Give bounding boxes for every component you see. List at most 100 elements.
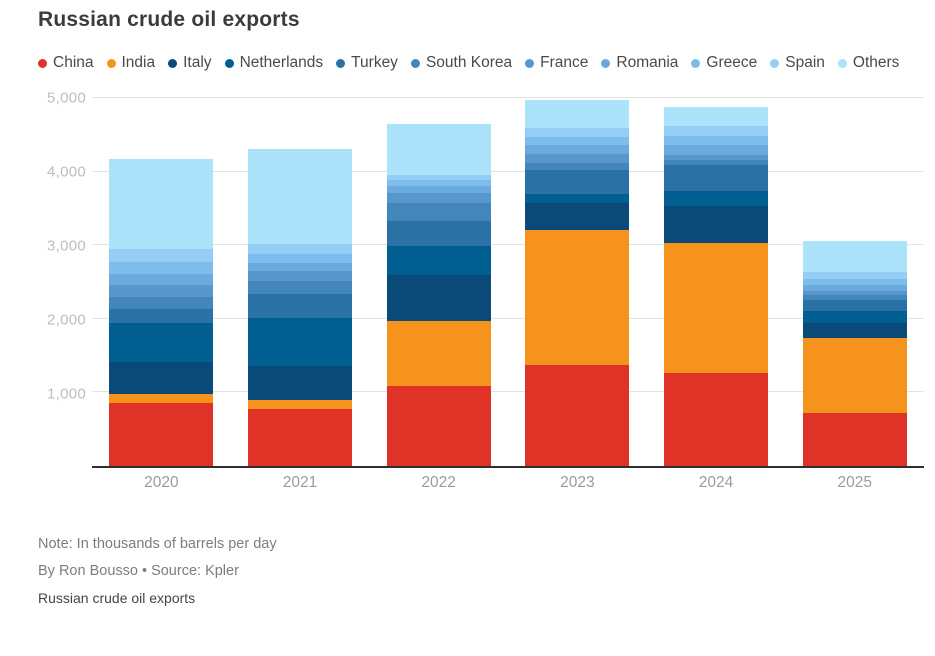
legend-item-romania[interactable]: Romania (601, 54, 678, 72)
segment-greece-2022[interactable] (386, 179, 491, 187)
segment-india-2023[interactable] (525, 229, 630, 366)
segment-romania-2025[interactable] (802, 284, 907, 291)
segment-others-2023[interactable] (525, 99, 630, 128)
segment-netherlands-2021[interactable] (248, 318, 352, 367)
segment-south-korea-2021[interactable] (248, 281, 352, 294)
segment-china-2020[interactable] (109, 403, 214, 466)
segment-france-2020[interactable] (109, 284, 214, 297)
segment-france-2021[interactable] (248, 270, 352, 282)
segment-spain-2023[interactable] (525, 127, 630, 137)
segment-spain-2025[interactable] (802, 272, 907, 280)
legend-item-south-korea[interactable]: South Korea (410, 54, 512, 72)
bar-slot-2021 (231, 98, 370, 466)
segment-india-2020[interactable] (109, 394, 214, 404)
legend-item-netherlands[interactable]: Netherlands (224, 54, 323, 72)
legend-label: Romania (616, 54, 679, 71)
segment-others-2025[interactable] (802, 241, 907, 273)
segment-netherlands-2020[interactable] (109, 323, 214, 362)
segment-romania-2023[interactable] (525, 145, 630, 154)
legend-item-india[interactable]: India (106, 54, 155, 72)
segment-greece-2023[interactable] (525, 136, 630, 146)
segment-spain-2022[interactable] (386, 174, 491, 180)
bar-slot-2023 (508, 98, 647, 466)
segment-others-2024[interactable] (664, 107, 769, 127)
segment-france-2022[interactable] (386, 193, 491, 203)
legend-label: Italy (183, 54, 212, 71)
segment-spain-2024[interactable] (664, 126, 769, 136)
segment-others-2022[interactable] (386, 124, 491, 175)
segment-greece-2020[interactable] (109, 261, 214, 274)
segment-india-2025[interactable] (802, 338, 907, 414)
segment-china-2021[interactable] (248, 409, 352, 466)
segment-netherlands-2025[interactable] (802, 310, 907, 323)
legend-label: China (53, 54, 94, 71)
segment-spain-2021[interactable] (248, 244, 352, 254)
segment-greece-2024[interactable] (664, 135, 769, 145)
bar-2024[interactable] (664, 107, 769, 466)
x-tick-label-2023: 2023 (560, 474, 595, 491)
segment-spain-2020[interactable] (109, 248, 214, 262)
legend-label: Turkey (351, 54, 398, 71)
bar-2025[interactable] (802, 241, 907, 466)
segment-turkey-2023[interactable] (525, 169, 630, 195)
segment-south-korea-2022[interactable] (386, 202, 491, 222)
segment-france-2024[interactable] (664, 154, 769, 160)
segment-italy-2025[interactable] (802, 322, 907, 338)
legend-item-italy[interactable]: Italy (168, 54, 212, 72)
bar-2023[interactable] (525, 99, 630, 466)
segment-south-korea-2024[interactable] (664, 159, 769, 165)
x-tick-label-2022: 2022 (421, 474, 456, 491)
segment-others-2021[interactable] (248, 149, 352, 245)
bar-2020[interactable] (109, 159, 214, 466)
segment-turkey-2024[interactable] (664, 164, 769, 192)
segment-india-2021[interactable] (248, 399, 352, 410)
segment-turkey-2025[interactable] (802, 299, 907, 311)
bar-2022[interactable] (386, 124, 491, 466)
segment-turkey-2020[interactable] (109, 309, 214, 324)
segment-netherlands-2024[interactable] (664, 191, 769, 206)
segment-italy-2023[interactable] (525, 203, 630, 230)
segment-italy-2020[interactable] (109, 361, 214, 395)
chart-title: Russian crude oil exports (38, 8, 300, 31)
segment-china-2024[interactable] (664, 372, 769, 466)
footer-byline: By Ron Bousso • Source: Kpler (38, 563, 239, 579)
segment-south-korea-2025[interactable] (802, 295, 907, 300)
legend-item-greece[interactable]: Greece (691, 54, 757, 72)
legend: China India Italy Netherlands Turkey South Ko… (38, 54, 923, 72)
segment-france-2025[interactable] (802, 290, 907, 296)
segment-france-2023[interactable] (525, 153, 630, 163)
segment-south-korea-2023[interactable] (525, 162, 630, 170)
bar-slot-2020 (92, 98, 231, 466)
segment-others-2020[interactable] (109, 159, 214, 249)
segment-italy-2022[interactable] (386, 275, 491, 321)
segment-china-2025[interactable] (802, 413, 907, 466)
segment-romania-2022[interactable] (386, 186, 491, 193)
segment-romania-2020[interactable] (109, 273, 214, 285)
segment-romania-2021[interactable] (248, 262, 352, 271)
segment-italy-2024[interactable] (664, 205, 769, 243)
legend-item-turkey[interactable]: Turkey (336, 54, 398, 72)
segment-netherlands-2022[interactable] (386, 245, 491, 276)
segment-turkey-2022[interactable] (386, 221, 491, 246)
x-axis: 2020 2021 2022 2023 2024 2025 (92, 474, 924, 492)
legend-item-others[interactable]: Others (837, 54, 899, 72)
legend-item-spain[interactable]: Spain (770, 54, 825, 72)
segment-netherlands-2023[interactable] (525, 194, 630, 204)
y-tick-label: 2,000 (46, 311, 86, 329)
gridline (92, 391, 924, 393)
bar-2021[interactable] (248, 149, 352, 466)
segment-romania-2024[interactable] (664, 144, 769, 155)
segment-india-2024[interactable] (664, 242, 769, 373)
segment-south-korea-2020[interactable] (109, 296, 214, 310)
plot-area (92, 97, 924, 468)
segment-turkey-2021[interactable] (248, 293, 352, 319)
segment-italy-2021[interactable] (248, 366, 352, 400)
segment-greece-2025[interactable] (802, 279, 907, 285)
y-axis: 1,000 2,000 3,000 4,000 5,000 (38, 90, 86, 468)
segment-china-2022[interactable] (386, 386, 491, 466)
segment-china-2023[interactable] (525, 365, 630, 466)
segment-greece-2021[interactable] (248, 253, 352, 263)
legend-item-china[interactable]: China (38, 54, 94, 72)
legend-item-france[interactable]: France (525, 54, 588, 72)
segment-india-2022[interactable] (386, 320, 491, 387)
